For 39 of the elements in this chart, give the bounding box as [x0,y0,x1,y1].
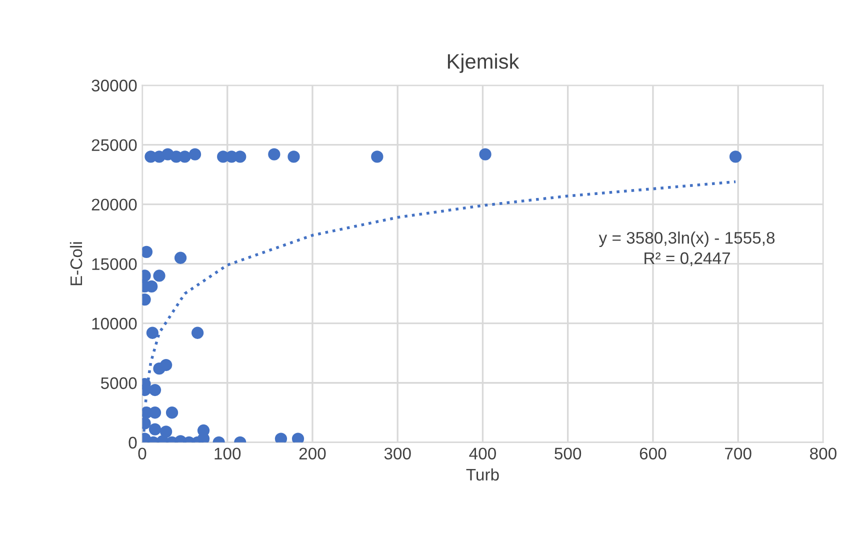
point [288,150,300,163]
chart-title: Kjemisk [448,54,520,73]
point [148,384,162,396]
point [153,270,166,282]
x-tick-label: 700 [725,448,752,460]
x-tick-label: 300 [384,448,411,460]
x-tick-label: 400 [469,448,496,460]
point [274,432,288,442]
x-tick-label: 800 [810,448,836,460]
y-tick-label: 20000 [92,198,137,211]
point [729,150,742,163]
y-axis-title: E-Coli [70,242,82,286]
annotation: y = 3580,3ln(x) - 1555,8 R² = 0,2447 [598,232,775,266]
y-tick-label: 25000 [92,139,137,151]
point [146,326,159,339]
x-tick-label: 600 [640,448,666,460]
point [160,426,172,438]
y-tick-label: 5000 [100,377,137,390]
y-tick-label: 0 [128,436,137,449]
point [174,252,187,264]
point [292,432,304,442]
point [166,406,178,419]
x-axis-title: Turb [466,468,499,481]
point [142,246,153,258]
point [188,148,202,160]
y-tick-label: 10000 [92,318,137,330]
point [268,148,280,160]
y-tick-label: 15000 [92,258,137,270]
point [148,423,162,436]
point [479,148,492,160]
x-tick-label: 200 [299,448,326,460]
x-tick-label: 100 [214,448,241,460]
x-tick-label: 500 [554,448,582,460]
point [234,150,246,163]
point [160,358,172,372]
point [371,150,384,163]
point [191,326,204,339]
x-tick-label: 0 [138,448,146,460]
y-tick-label: 30000 [92,80,137,92]
